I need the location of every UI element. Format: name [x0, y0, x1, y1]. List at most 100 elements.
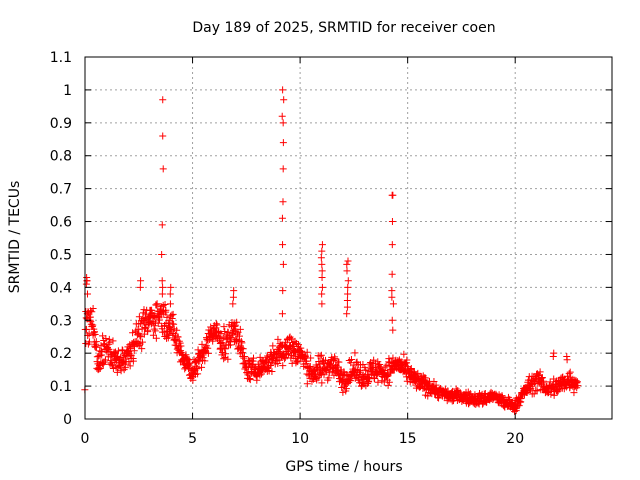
data-point	[153, 300, 161, 308]
y-tick-label: 0.5	[50, 247, 72, 263]
data-point	[166, 290, 174, 298]
data-point	[307, 354, 315, 362]
data-point	[347, 356, 355, 364]
data-point	[170, 320, 178, 328]
data-point	[318, 260, 326, 268]
data-point	[279, 165, 287, 173]
data-point	[412, 371, 420, 379]
data-point	[369, 363, 377, 371]
data-point	[297, 344, 305, 352]
data-point	[161, 333, 169, 341]
data-point	[331, 355, 339, 363]
data-point	[89, 321, 97, 329]
data-point	[220, 323, 228, 331]
data-point	[388, 287, 396, 295]
data-point	[345, 378, 353, 386]
data-point	[343, 260, 351, 268]
data-point	[82, 280, 90, 288]
y-tick-label: 0.1	[50, 379, 72, 395]
data-point	[574, 382, 582, 390]
data-point	[388, 191, 396, 199]
data-point	[533, 387, 541, 395]
data-point	[511, 407, 519, 415]
data-point	[269, 342, 277, 350]
y-tick-label: 0.4	[50, 280, 72, 296]
data-point	[278, 112, 286, 120]
data-point	[333, 367, 341, 375]
data-point	[388, 241, 396, 249]
data-point	[150, 325, 158, 333]
data-point	[212, 320, 220, 328]
data-point	[538, 374, 546, 382]
data-point	[388, 270, 396, 278]
x-tick-label: 20	[506, 431, 524, 447]
data-point	[176, 339, 184, 347]
y-tick-label: 0	[63, 412, 72, 428]
data-point	[216, 335, 224, 343]
data-point	[385, 378, 393, 386]
data-point	[155, 316, 163, 324]
data-point	[318, 357, 326, 365]
data-point	[83, 325, 91, 333]
data-point	[318, 267, 326, 275]
data-point	[339, 388, 347, 396]
data-point	[536, 368, 544, 376]
data-point	[565, 370, 573, 378]
data-point	[114, 352, 122, 360]
data-point	[224, 328, 232, 336]
data-point	[344, 290, 352, 298]
y-axis-label: SRMTID / TECUs	[7, 181, 23, 294]
data-point	[343, 267, 351, 275]
data-point	[230, 287, 238, 295]
data-point	[351, 349, 359, 357]
x-axis-label: GPS time / hours	[285, 459, 402, 475]
data-point	[158, 221, 166, 229]
data-point	[549, 352, 557, 360]
data-point	[150, 312, 158, 320]
data-point	[126, 362, 134, 370]
data-point	[317, 351, 325, 359]
data-point	[173, 326, 181, 334]
y-tick-label: 0.7	[50, 182, 72, 198]
data-point	[102, 334, 110, 342]
data-point	[198, 340, 206, 348]
data-point	[96, 352, 104, 360]
data-point	[213, 321, 221, 329]
data-point	[280, 96, 288, 104]
data-point	[201, 357, 209, 365]
data-point	[570, 389, 578, 397]
grid-lines	[85, 57, 612, 419]
data-point	[278, 214, 286, 222]
data-point	[530, 390, 538, 398]
data-point	[288, 335, 296, 343]
data-point	[318, 290, 326, 298]
y-tick-label: 0.6	[50, 215, 72, 231]
data-point	[164, 334, 172, 342]
data-point	[266, 361, 274, 369]
data-point	[532, 386, 540, 394]
data-point	[342, 385, 350, 393]
data-point	[93, 343, 101, 351]
data-point	[158, 277, 166, 285]
data-point	[90, 329, 98, 337]
data-point	[268, 367, 276, 375]
data-point	[149, 331, 157, 339]
data-point	[317, 254, 325, 262]
data-point	[224, 355, 232, 363]
data-point	[91, 342, 99, 350]
data-point	[279, 119, 287, 127]
data-points	[81, 86, 582, 415]
data-point	[293, 357, 301, 365]
data-point	[335, 358, 343, 366]
data-point	[318, 273, 326, 281]
data-point	[550, 391, 558, 399]
data-point	[370, 356, 378, 364]
data-point	[229, 293, 237, 301]
data-point	[279, 287, 287, 295]
data-point	[387, 369, 395, 377]
data-point	[198, 363, 206, 371]
data-point	[362, 366, 370, 374]
data-point	[435, 394, 443, 402]
data-point	[527, 384, 535, 392]
